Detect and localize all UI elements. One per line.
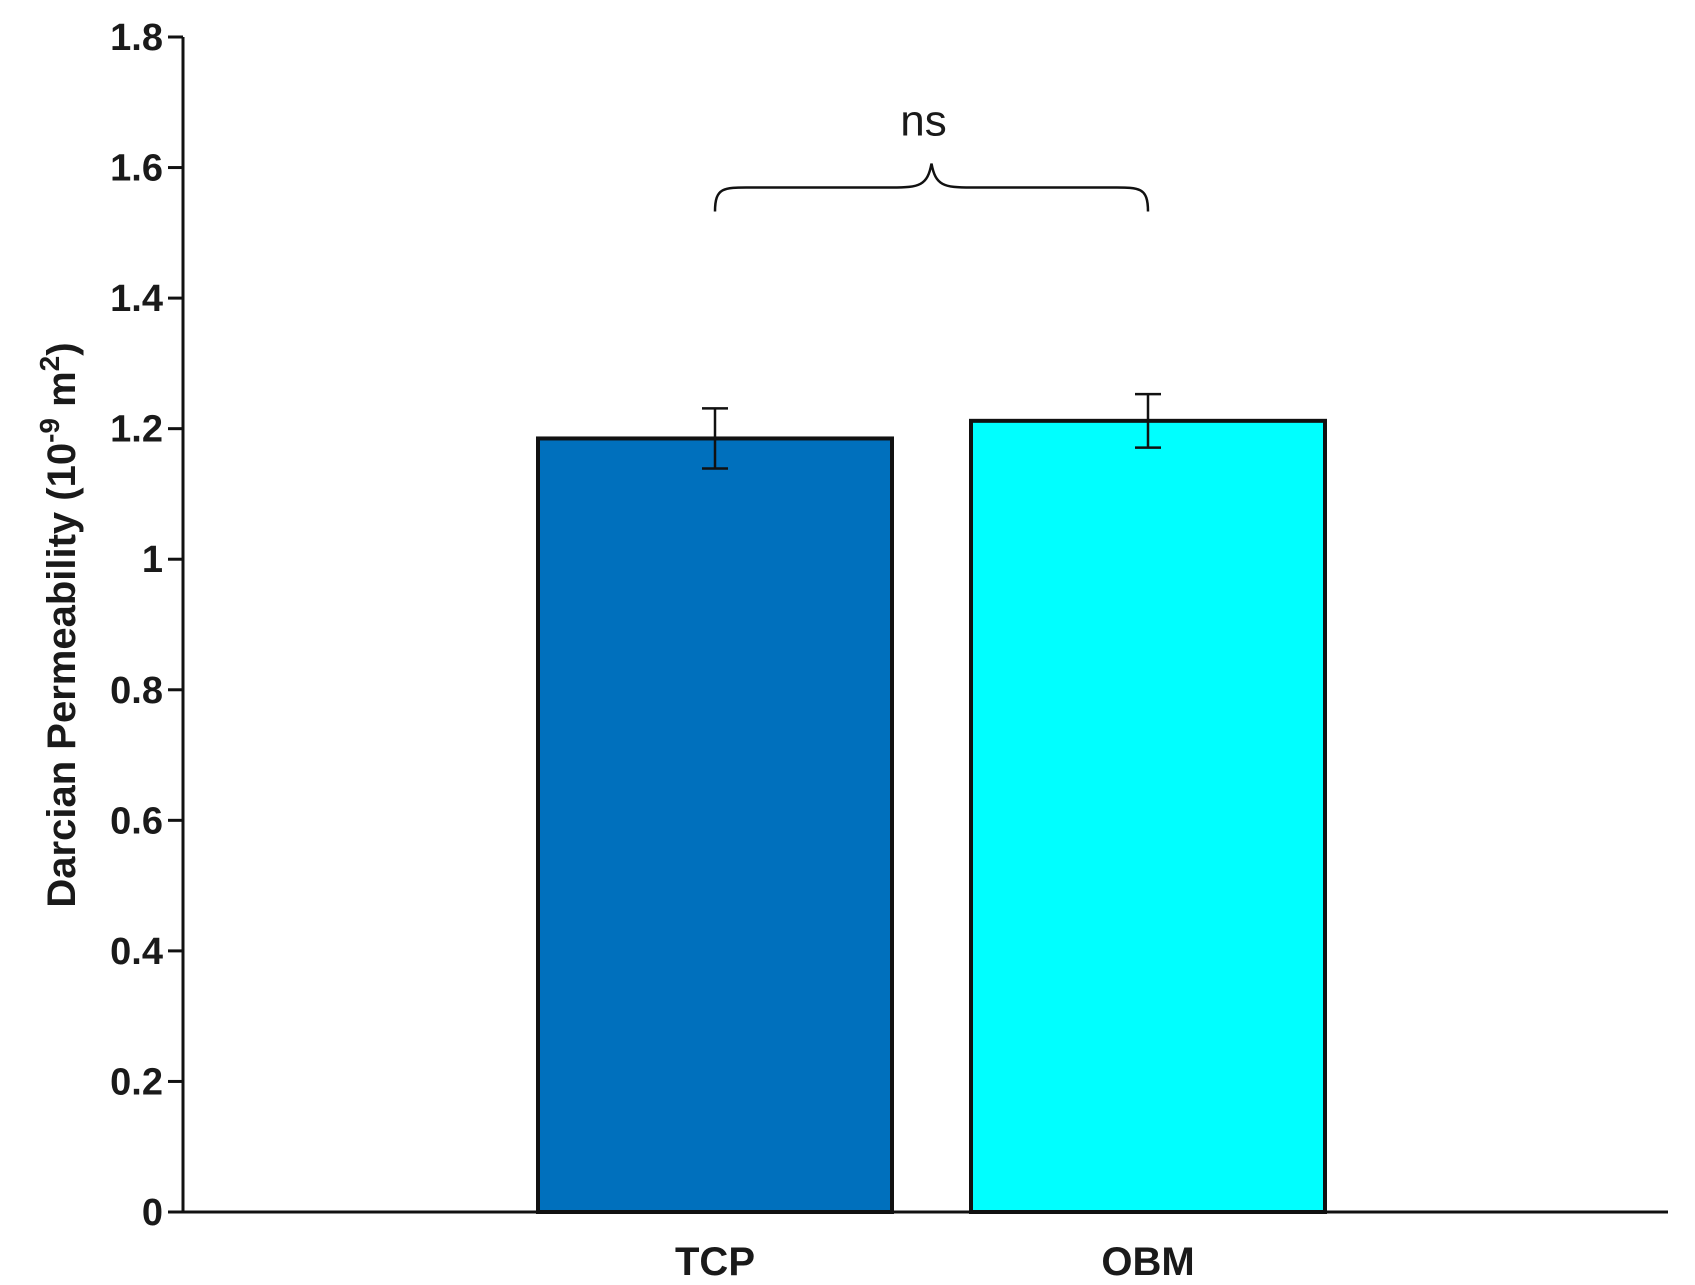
y-tick-label: 1.8 bbox=[110, 17, 163, 59]
y-axis-title-exponent: -9 bbox=[34, 418, 65, 443]
y-tick-label: 1 bbox=[142, 539, 163, 581]
significance-bracket bbox=[713, 163, 1150, 212]
y-tick-label: 1.2 bbox=[110, 409, 163, 451]
significance-label: ns bbox=[900, 97, 946, 146]
svg-text:Darcian Permeability (10-9 m2): Darcian Permeability (10-9 m2) bbox=[34, 342, 84, 907]
y-axis-title-unit: m bbox=[40, 371, 84, 418]
y-tick-label: 0.8 bbox=[110, 670, 163, 712]
y-tick-label: 1.6 bbox=[110, 148, 163, 190]
y-tick-label: 0.6 bbox=[110, 800, 163, 842]
y-tick-label: 0 bbox=[142, 1192, 163, 1234]
y-axis-title: Darcian Permeability (10-9 m2) bbox=[34, 342, 84, 907]
y-axis-title-main: Darcian Permeability (10 bbox=[40, 443, 84, 908]
x-tick-label-obm: OBM bbox=[1101, 1240, 1194, 1284]
y-tick-label: 1.4 bbox=[110, 278, 163, 320]
bar-obm bbox=[969, 418, 1327, 1215]
y-axis-title-unit-exponent: 2 bbox=[34, 356, 65, 372]
x-tick-label-tcp: TCP bbox=[675, 1240, 755, 1284]
y-tick-label: 0.2 bbox=[110, 1061, 163, 1103]
y-axis-title-close: ) bbox=[40, 342, 84, 355]
error-bar-tcp bbox=[702, 407, 728, 470]
bar-tcp bbox=[536, 436, 894, 1215]
error-bar-obm bbox=[1135, 392, 1161, 449]
y-tick-label: 0.4 bbox=[110, 931, 163, 973]
